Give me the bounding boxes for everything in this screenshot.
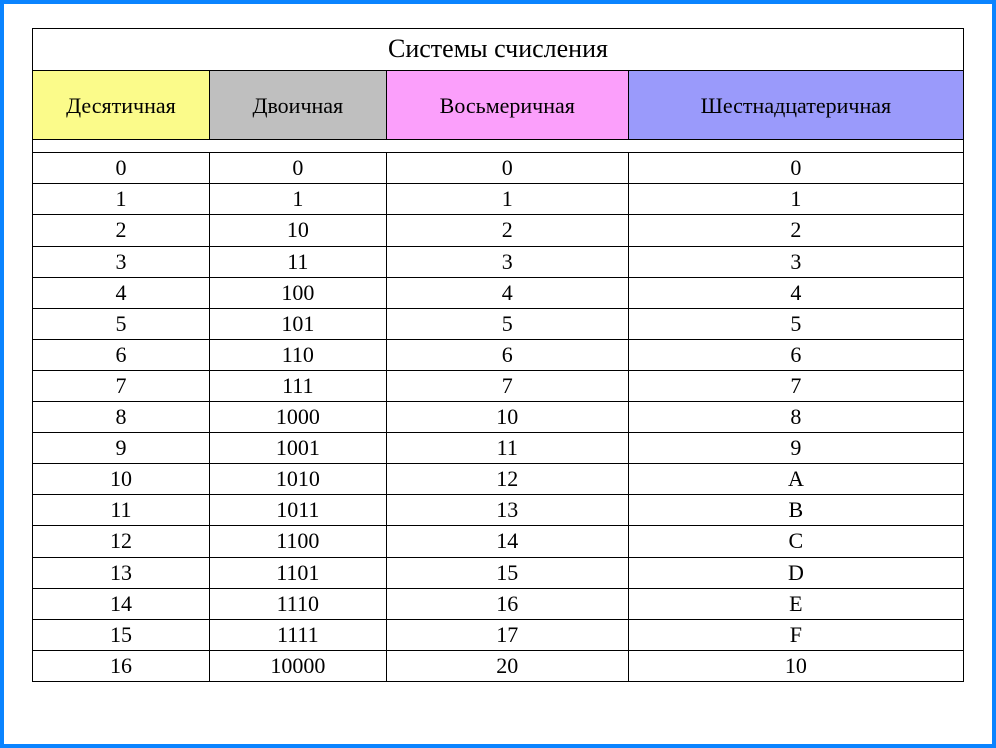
table-row: 510155 bbox=[33, 308, 964, 339]
table-row: 91001119 bbox=[33, 433, 964, 464]
table-row: 15111117F bbox=[33, 619, 964, 650]
cell: 10 bbox=[386, 402, 628, 433]
cell: 0 bbox=[33, 153, 210, 184]
table-row: 16100002010 bbox=[33, 650, 964, 681]
col-header-decimal: Десятичная bbox=[33, 71, 210, 140]
cell: E bbox=[628, 588, 963, 619]
cell: 20 bbox=[386, 650, 628, 681]
table-row: 12110014C bbox=[33, 526, 964, 557]
cell: 14 bbox=[386, 526, 628, 557]
table-title-row: Системы счисления bbox=[33, 29, 964, 71]
header-spacer-row bbox=[33, 140, 964, 153]
cell: 13 bbox=[386, 495, 628, 526]
cell: 9 bbox=[628, 433, 963, 464]
cell: 10 bbox=[33, 464, 210, 495]
cell: 6 bbox=[386, 339, 628, 370]
cell: 12 bbox=[386, 464, 628, 495]
cell: 3 bbox=[628, 246, 963, 277]
cell: 1 bbox=[386, 184, 628, 215]
cell: 1 bbox=[628, 184, 963, 215]
outer-frame: Системы счисления Десятичная Двоичная Во… bbox=[0, 0, 996, 748]
cell: 15 bbox=[386, 557, 628, 588]
cell: B bbox=[628, 495, 963, 526]
cell: 15 bbox=[33, 619, 210, 650]
table-header-row: Десятичная Двоичная Восьмеричная Шестнад… bbox=[33, 71, 964, 140]
cell: 12 bbox=[33, 526, 210, 557]
cell: 7 bbox=[33, 370, 210, 401]
cell: 0 bbox=[386, 153, 628, 184]
table-row: 10101012A bbox=[33, 464, 964, 495]
table-row: 13110115D bbox=[33, 557, 964, 588]
cell: 11 bbox=[209, 246, 386, 277]
cell: 1100 bbox=[209, 526, 386, 557]
cell: 1110 bbox=[209, 588, 386, 619]
cell: 6 bbox=[33, 339, 210, 370]
cell: 1 bbox=[33, 184, 210, 215]
cell: 5 bbox=[386, 308, 628, 339]
cell: 16 bbox=[33, 650, 210, 681]
table-row: 14111016E bbox=[33, 588, 964, 619]
col-header-hex: Шестнадцатеричная bbox=[628, 71, 963, 140]
table-row: 611066 bbox=[33, 339, 964, 370]
cell: 6 bbox=[628, 339, 963, 370]
table-title: Системы счисления bbox=[33, 29, 964, 71]
cell: 0 bbox=[209, 153, 386, 184]
col-header-binary: Двоичная bbox=[209, 71, 386, 140]
cell: 0 bbox=[628, 153, 963, 184]
cell: 101 bbox=[209, 308, 386, 339]
cell: 5 bbox=[628, 308, 963, 339]
cell: D bbox=[628, 557, 963, 588]
cell: 1000 bbox=[209, 402, 386, 433]
table-row: 11101113B bbox=[33, 495, 964, 526]
table-row: 0000 bbox=[33, 153, 964, 184]
cell: 10 bbox=[628, 650, 963, 681]
cell: 7 bbox=[386, 370, 628, 401]
table-row: 31133 bbox=[33, 246, 964, 277]
cell: 11 bbox=[33, 495, 210, 526]
cell: 10000 bbox=[209, 650, 386, 681]
cell: 16 bbox=[386, 588, 628, 619]
cell: 1101 bbox=[209, 557, 386, 588]
cell: 13 bbox=[33, 557, 210, 588]
cell: 8 bbox=[628, 402, 963, 433]
cell: 4 bbox=[628, 277, 963, 308]
cell: 3 bbox=[386, 246, 628, 277]
cell: 1010 bbox=[209, 464, 386, 495]
cell: 100 bbox=[209, 277, 386, 308]
cell: C bbox=[628, 526, 963, 557]
cell: 11 bbox=[386, 433, 628, 464]
cell: 17 bbox=[386, 619, 628, 650]
table-row: 410044 bbox=[33, 277, 964, 308]
cell: 1 bbox=[209, 184, 386, 215]
cell: 4 bbox=[386, 277, 628, 308]
cell: 14 bbox=[33, 588, 210, 619]
cell: 1001 bbox=[209, 433, 386, 464]
cell: 5 bbox=[33, 308, 210, 339]
col-header-octal: Восьмеричная bbox=[386, 71, 628, 140]
cell: 7 bbox=[628, 370, 963, 401]
table-row: 21022 bbox=[33, 215, 964, 246]
table-row: 81000108 bbox=[33, 402, 964, 433]
table-body: 0000111121022311334100445101556110667111… bbox=[33, 153, 964, 682]
cell: 1111 bbox=[209, 619, 386, 650]
cell: 3 bbox=[33, 246, 210, 277]
cell: 1011 bbox=[209, 495, 386, 526]
cell: A bbox=[628, 464, 963, 495]
cell: 2 bbox=[386, 215, 628, 246]
table-row: 1111 bbox=[33, 184, 964, 215]
cell: 110 bbox=[209, 339, 386, 370]
number-systems-table: Системы счисления Десятичная Двоичная Во… bbox=[32, 28, 964, 682]
table-row: 711177 bbox=[33, 370, 964, 401]
cell: 2 bbox=[33, 215, 210, 246]
cell: 111 bbox=[209, 370, 386, 401]
cell: 8 bbox=[33, 402, 210, 433]
cell: 4 bbox=[33, 277, 210, 308]
cell: 2 bbox=[628, 215, 963, 246]
cell: F bbox=[628, 619, 963, 650]
cell: 9 bbox=[33, 433, 210, 464]
cell: 10 bbox=[209, 215, 386, 246]
